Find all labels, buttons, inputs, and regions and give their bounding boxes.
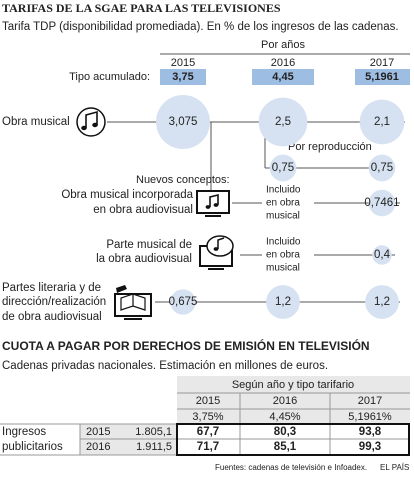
row-label: Partes literaria y de [2,282,101,294]
table-header-bg [177,376,410,425]
table-rate: 5,1961% [348,411,392,423]
row-label: publicitarios [2,441,63,453]
label-bg [262,239,314,271]
table-value: 71,7 [197,441,219,453]
title: TARIFAS DE LA SGAE PARA LAS TELEVISIONES [2,1,281,15]
table-value: 67,7 [197,426,219,438]
bubble-label: 0,75 [371,162,393,174]
section-title: CUOTA A PAGAR POR DERECHOS DE EMISIÓN EN… [2,338,370,353]
bubble [372,245,392,265]
table-year: 2015 [196,395,220,407]
table-rate: 4,45% [269,411,300,423]
row-label: dirección/realización [2,296,106,308]
table-rate: 3,75% [192,411,223,423]
included-note: Incluido [266,185,301,196]
bubble-label: 0,675 [169,296,198,308]
bubble-label: 0,7461 [364,197,399,209]
brand: EL PAÍS [380,463,409,472]
bubble-label: 0,75 [272,162,294,174]
accumulated-label: Tipo acumulado: [69,71,150,83]
accumulated-rate: 5,1961 [365,71,399,83]
tv-book-icon [114,285,152,320]
row-label: Obra musical incorporada [61,189,193,201]
tv-note-icon [199,235,234,270]
row-label: Obra musical [2,116,70,128]
bubble [170,289,196,315]
bubble [269,154,297,182]
year: 2015 [171,57,195,69]
row-label: de obra audiovisual [2,311,102,323]
year: 2016 [271,57,295,69]
table-row-year: 2016 [86,441,110,453]
rate-box [252,69,314,85]
bubble [258,97,308,147]
row-label: Parte musical de [106,239,192,251]
bubble-label: 2,1 [374,116,390,128]
included-note: en obra [266,250,300,261]
label-bg [262,187,314,219]
bubble [155,94,211,150]
bubble [359,99,405,145]
table-header: Según año y tipo tarifario [232,379,354,391]
row-label: en obra audiovisual [93,204,193,216]
bubble [368,189,396,217]
bubble [365,285,399,319]
bubble-label: 2,5 [275,116,291,128]
section-subtitle: Cadenas privadas nacionales. Estimación … [2,360,328,372]
music-icon [76,107,106,137]
bubble [368,154,396,182]
accumulated-rate: 3,75 [172,71,193,83]
new-concepts-label: Nuevos conceptos: [136,174,230,186]
year: 2017 [370,57,394,69]
bubble-label: 3,075 [169,116,198,128]
group-label: Por años [261,39,306,51]
bubble-label: 1,2 [374,296,390,308]
included-note: musical [266,263,300,274]
table-highlight [176,423,410,456]
bubble-label: 1,2 [275,296,291,308]
included-note: musical [266,211,300,222]
table-year: 2016 [273,395,297,407]
table-value: 80,3 [274,426,296,438]
table-value: 93,8 [359,426,382,438]
table-revenue: 1.805,1 [135,426,172,438]
bubble-label: 0,4 [374,249,391,261]
row-label: Ingresos [2,426,46,438]
reproduction-label: Por reproducción [288,141,372,153]
bubble [266,285,300,319]
rate-box [355,69,410,85]
accumulated-rate: 4,45 [272,71,293,83]
included-note: en obra [266,198,300,209]
table-value: 85,1 [274,441,297,453]
rate-box [160,69,206,85]
table-year: 2017 [358,395,382,407]
table-row-year: 2015 [86,426,110,438]
row-label: la obra audiovisual [96,253,192,265]
table-revenue: 1.911,5 [136,441,172,453]
tv-icon [196,190,230,217]
subtitle: Tarifa TDP (disponibilidad promediada). … [2,21,399,33]
table-value: 99,3 [359,441,381,453]
source: Fuentes: cadenas de televisión e Infoade… [215,463,367,472]
included-note: Incluido [266,237,301,248]
